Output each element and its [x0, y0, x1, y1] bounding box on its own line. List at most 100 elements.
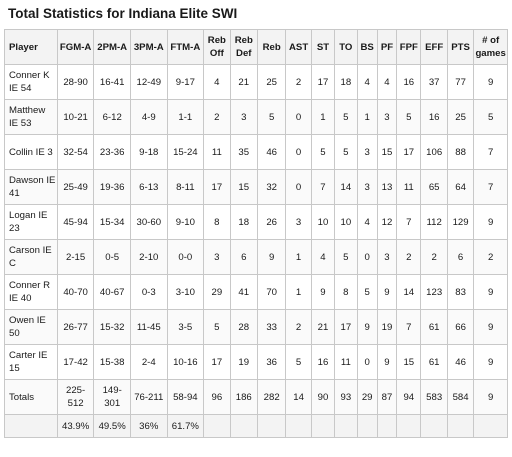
stat-cell: 583	[420, 379, 448, 415]
stat-cell: 3-5	[166, 309, 205, 345]
stat-cell: 88	[446, 134, 475, 170]
stat-cell: 9	[473, 64, 508, 100]
table-row: Carter IE 15 17-42 15-38 2-4 10-16 17 19 36 5 16 1…	[4, 344, 508, 380]
stat-cell: 30-60	[129, 204, 168, 240]
stat-cell: 7	[473, 169, 508, 205]
stat-cell: 17	[310, 64, 336, 100]
stat-cell: 28	[229, 309, 258, 345]
stat-cell: 4	[203, 64, 231, 100]
stat-cell: 96	[203, 379, 231, 415]
column-header: BS	[356, 29, 378, 65]
stat-cell: 32	[256, 169, 287, 205]
stat-cell: 87	[376, 379, 398, 415]
stat-cell: 10-16	[166, 344, 205, 380]
stat-cell: 2	[420, 239, 448, 275]
stat-cell: 17	[396, 134, 422, 170]
percentage-cell	[4, 414, 58, 438]
stat-cell: 11	[396, 169, 422, 205]
stat-cell: 36	[256, 344, 287, 380]
stat-cell: 8	[203, 204, 231, 240]
stat-cell: 66	[446, 309, 475, 345]
stat-cell: 35	[229, 134, 258, 170]
stat-cell: 61	[420, 344, 448, 380]
percentage-cell: 43.9%	[56, 414, 95, 438]
stat-cell: 15-34	[93, 204, 131, 240]
stat-cell: 40-67	[93, 274, 131, 310]
percentage-cell	[376, 414, 398, 438]
stat-cell: 9-18	[129, 134, 168, 170]
stat-cell: 8-11	[166, 169, 205, 205]
stat-cell: 5	[396, 99, 422, 135]
stat-cell: 93	[334, 379, 358, 415]
percentage-cell	[356, 414, 378, 438]
stat-cell: 15-32	[93, 309, 131, 345]
percentage-cell: 36%	[129, 414, 168, 438]
stat-cell: 1	[356, 99, 378, 135]
player-name-cell: Owen IE 50	[4, 309, 58, 345]
stat-cell: 186	[229, 379, 258, 415]
stat-cell: 46	[446, 344, 475, 380]
stat-cell: 9	[310, 274, 336, 310]
stat-cell: 7	[473, 134, 508, 170]
stat-cell: 70	[256, 274, 287, 310]
stat-cell: 1	[310, 99, 336, 135]
stat-cell: 6-13	[129, 169, 168, 205]
column-header: TO	[334, 29, 358, 65]
stat-cell: 9	[473, 274, 508, 310]
stat-cell: 83	[446, 274, 475, 310]
stat-cell: 9	[473, 204, 508, 240]
stat-cell: 3	[285, 204, 312, 240]
stat-cell: 6-12	[93, 99, 131, 135]
stat-cell: 28-90	[56, 64, 95, 100]
column-header: # of games	[473, 29, 508, 65]
stat-cell: 15-38	[93, 344, 131, 380]
stat-cell: 129	[446, 204, 475, 240]
stat-cell: 26	[256, 204, 287, 240]
stat-cell: 2	[473, 239, 508, 275]
stat-cell: 4	[376, 64, 398, 100]
stat-cell: 0-3	[129, 274, 168, 310]
stat-cell: 16-41	[93, 64, 131, 100]
stat-cell: 14	[334, 169, 358, 205]
stat-cell: 25	[256, 64, 287, 100]
percentage-cell	[473, 414, 508, 438]
stat-cell: 32-54	[56, 134, 95, 170]
stat-cell: 58-94	[166, 379, 205, 415]
stat-cell: 18	[229, 204, 258, 240]
stat-cell: 15	[229, 169, 258, 205]
percentage-cell	[203, 414, 231, 438]
stat-cell: 9	[356, 309, 378, 345]
column-header: FTM-A	[166, 29, 205, 65]
stat-cell: 29	[356, 379, 378, 415]
stat-cell: 17	[203, 344, 231, 380]
stat-cell: 6	[229, 239, 258, 275]
player-name-cell: Carter IE 15	[4, 344, 58, 380]
stat-cell: 9	[376, 274, 398, 310]
stat-cell: 29	[203, 274, 231, 310]
stat-cell: 9	[376, 344, 398, 380]
table-row: Conner K IE 54 28-90 16-41 12-49 9-17 4 21 25 2 1…	[4, 64, 508, 100]
player-name-cell: Logan IE 23	[4, 204, 58, 240]
stat-cell: 0	[285, 99, 312, 135]
stat-cell: 94	[396, 379, 422, 415]
stat-cell: 2	[285, 309, 312, 345]
column-header: Reb Def	[229, 29, 258, 65]
stat-cell: 3	[356, 134, 378, 170]
stat-cell: 45-94	[56, 204, 95, 240]
column-header: Reb	[256, 29, 287, 65]
percentage-cell	[256, 414, 287, 438]
column-header: 3PM-A	[129, 29, 168, 65]
stat-cell: 9	[473, 379, 508, 415]
player-name-cell: Dawson IE 41	[4, 169, 58, 205]
percentage-cell	[396, 414, 422, 438]
table-row: Collin IE 3 32-54 23-36 9-18 15-24 11 35 46 0 5 5 3…	[4, 134, 508, 170]
stat-cell: 77	[446, 64, 475, 100]
stat-cell: 14	[285, 379, 312, 415]
stat-cell: 1	[285, 239, 312, 275]
header-row: Player FGM-A 2PM-A 3PM-A FTM-A Reb Off Reb Def…	[4, 29, 508, 65]
stat-cell: 13	[376, 169, 398, 205]
stat-cell: 76-211	[129, 379, 168, 415]
stat-cell: 40-70	[56, 274, 95, 310]
column-header: EFF	[420, 29, 448, 65]
table-row: Owen IE 50 26-77 15-32 11-45 3-5 5 28 33 2 21 17 9 1…	[4, 309, 508, 345]
